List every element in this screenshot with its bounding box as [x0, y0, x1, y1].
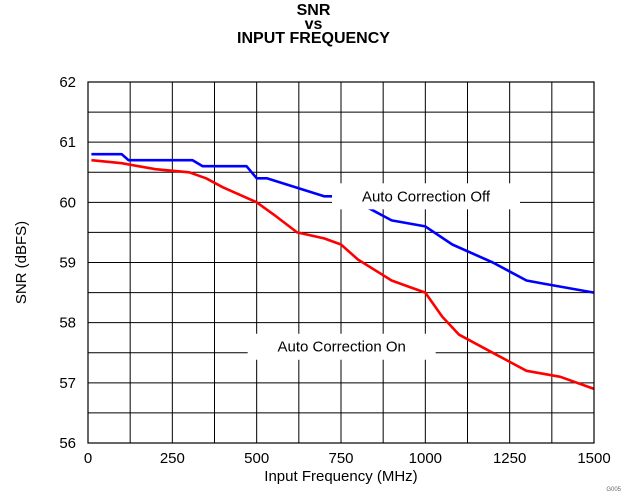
figure-code: G005	[606, 487, 621, 493]
annotation-box	[332, 183, 521, 210]
x-tick-label: 750	[328, 450, 353, 467]
chart-title-line-2: vs	[304, 16, 323, 33]
y-tick-labels: 56 57 58 59 60 61 62	[59, 74, 76, 452]
x-tick-labels: 0 250 500 750 1000 1250 1500	[84, 450, 611, 467]
annotation-layer: Auto Correction Off Auto Correction On	[247, 183, 521, 360]
grid-lines	[87, 81, 595, 444]
y-tick-label: 56	[59, 435, 76, 452]
y-tick-label: 57	[59, 375, 76, 392]
annotation-auto-correction-on: Auto Correction On	[277, 339, 405, 356]
x-tick-label: 1500	[577, 450, 610, 467]
y-tick-label: 58	[59, 315, 76, 332]
chart-title-line-1: SNR	[296, 2, 331, 19]
x-tick-label: 1000	[409, 450, 442, 467]
y-tick-label: 60	[59, 194, 76, 211]
annotation-box	[247, 333, 436, 360]
chart-title-line-3: INPUT FREQUENCY	[237, 30, 390, 47]
x-axis-title: Input Frequency (MHz)	[264, 468, 417, 485]
x-tick-label: 1250	[493, 450, 526, 467]
x-tick-label: 0	[84, 450, 92, 467]
x-tick-label: 500	[244, 450, 269, 467]
series-line-auto-correction-off	[91, 152, 595, 294]
chart-title: SNR vs INPUT FREQUENCY	[0, 2, 627, 47]
y-tick-label: 59	[59, 255, 76, 272]
y-tick-label: 61	[59, 134, 76, 151]
series-line-auto-correction-on	[91, 158, 595, 391]
y-tick-label: 62	[59, 74, 76, 91]
x-tick-label: 250	[160, 450, 185, 467]
annotation-auto-correction-off: Auto Correction Off	[362, 188, 491, 205]
plot-frame	[87, 81, 595, 444]
y-axis-title: SNR (dBFS)	[13, 221, 30, 304]
